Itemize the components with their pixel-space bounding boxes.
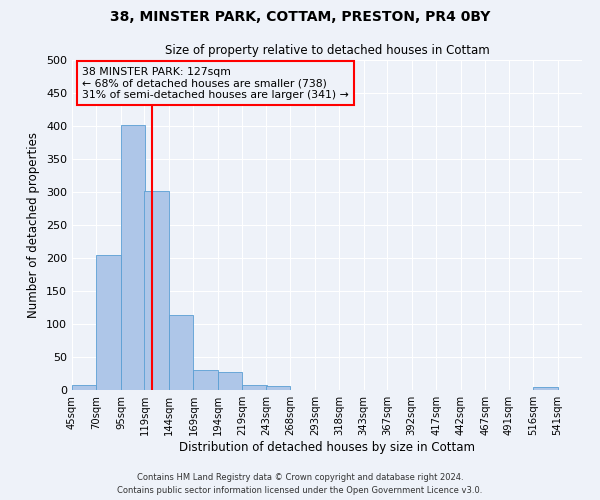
- X-axis label: Distribution of detached houses by size in Cottam: Distribution of detached houses by size …: [179, 441, 475, 454]
- Text: 38, MINSTER PARK, COTTAM, PRESTON, PR4 0BY: 38, MINSTER PARK, COTTAM, PRESTON, PR4 0…: [110, 10, 490, 24]
- Bar: [242, 386, 267, 390]
- Bar: [169, 316, 193, 390]
- Bar: [97, 256, 121, 390]
- Bar: [72, 384, 97, 390]
- Bar: [193, 370, 218, 390]
- Bar: [266, 386, 290, 390]
- Y-axis label: Number of detached properties: Number of detached properties: [28, 132, 40, 318]
- Bar: [533, 386, 557, 390]
- Title: Size of property relative to detached houses in Cottam: Size of property relative to detached ho…: [164, 44, 490, 58]
- Bar: [218, 372, 242, 390]
- Text: Contains HM Land Registry data © Crown copyright and database right 2024.
Contai: Contains HM Land Registry data © Crown c…: [118, 474, 482, 495]
- Bar: [121, 126, 145, 390]
- Text: 38 MINSTER PARK: 127sqm
← 68% of detached houses are smaller (738)
31% of semi-d: 38 MINSTER PARK: 127sqm ← 68% of detache…: [82, 66, 349, 100]
- Bar: [145, 190, 169, 390]
